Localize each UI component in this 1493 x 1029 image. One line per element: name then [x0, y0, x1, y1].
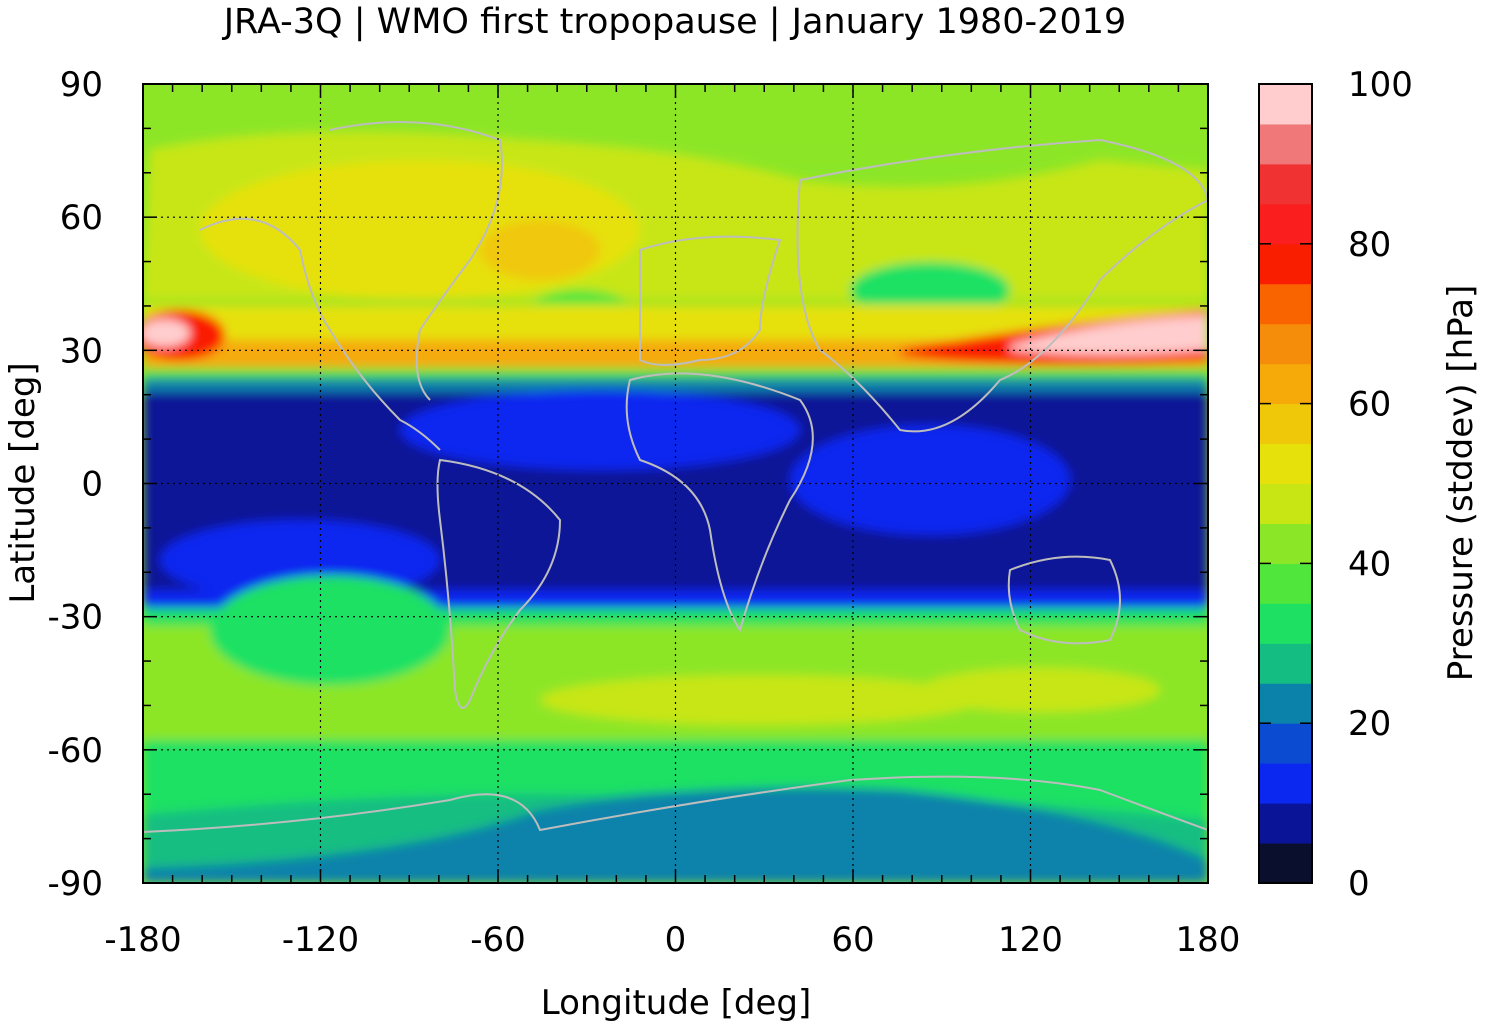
- colorbar-tick-label: 0: [1348, 864, 1370, 904]
- y-tick-label: -90: [47, 864, 103, 904]
- south-pacific-min: [210, 575, 450, 685]
- colorbar-band: [1259, 563, 1312, 604]
- colorbar-band: [1259, 643, 1312, 684]
- x-tick-label: -60: [470, 920, 526, 960]
- colorbar-tick-label: 60: [1348, 385, 1391, 425]
- colorbar-band: [1259, 123, 1312, 165]
- x-tick-label: -120: [282, 920, 359, 960]
- north-atlantic-core: [480, 220, 600, 280]
- atlantic-high: [400, 390, 800, 470]
- y-tick-label: 30: [60, 331, 103, 371]
- africa: [625, 372, 814, 633]
- colorbar-band: [1259, 483, 1312, 524]
- chart-title: JRA-3Q | WMO first tropopause | January …: [223, 2, 1127, 42]
- x-tick-label: 60: [831, 920, 874, 960]
- x-axis-label: Longitude [deg]: [541, 983, 812, 1023]
- colorbar-label: Pressure (stddev) [hPa]: [1441, 285, 1481, 681]
- transition-north-blue: [143, 378, 1208, 396]
- colorbar-band: [1259, 523, 1312, 564]
- antarctica: [143, 775, 1208, 833]
- colorbar-frame: [1258, 83, 1313, 884]
- colorbar-band: [1259, 683, 1312, 724]
- south-america: [436, 458, 562, 709]
- australia: [1007, 555, 1121, 645]
- pacific-jet-left-core: [143, 319, 190, 347]
- y-tick-label: 0: [81, 465, 103, 505]
- x-tick-label: 180: [1176, 920, 1241, 960]
- colorbar-band: [1259, 443, 1312, 484]
- colorbar-band: [1259, 203, 1312, 245]
- colorbar-band: [1259, 323, 1312, 365]
- colorbar-band: [1259, 283, 1312, 325]
- south-indian-max: [540, 675, 980, 725]
- x-axis: -180 -120 -60 0 60 120 180: [104, 84, 1240, 960]
- x-tick-label: -180: [104, 920, 181, 960]
- indian-ocean-high: [790, 425, 1070, 535]
- colorbar-band: [1259, 363, 1312, 405]
- y-tick-label: 90: [60, 65, 103, 105]
- colorbar-band: [1259, 763, 1312, 804]
- x-tick-label: 0: [665, 920, 687, 960]
- colorbar-band: [1259, 84, 1312, 125]
- colorbar-band: [1259, 843, 1312, 884]
- south-australia-max: [920, 668, 1160, 712]
- north-america-east-coast: [329, 121, 503, 401]
- colorbar-band: [1259, 243, 1312, 285]
- north-america-west-coast: [199, 217, 441, 451]
- europe: [639, 235, 782, 366]
- y-axis: 90 60 30 0 -30 -60 -90: [47, 65, 1208, 904]
- colorbar-tick-label: 100: [1348, 65, 1413, 105]
- east-asian-jet-core: [1010, 315, 1208, 355]
- colorbar-tick-label: 20: [1348, 704, 1391, 744]
- y-axis-label: Latitude [deg]: [3, 362, 43, 603]
- x-tick-label: 120: [998, 920, 1063, 960]
- y-tick-label: -60: [47, 731, 103, 771]
- asia: [796, 138, 1208, 433]
- colorbar-band: [1259, 163, 1312, 205]
- grid-lines: [143, 84, 1208, 883]
- y-tick-label: -30: [47, 598, 103, 638]
- colorbar-band: [1259, 723, 1312, 764]
- colorbar-band: [1259, 403, 1312, 445]
- colorbar-band: [1259, 603, 1312, 644]
- central-asia-min: [850, 262, 1010, 318]
- colorbar-tick-label: 40: [1348, 544, 1391, 584]
- colorbar-tick-label: 80: [1348, 225, 1391, 265]
- colorbar-band: [1259, 803, 1312, 844]
- coastlines: [143, 121, 1208, 833]
- colorbar: [1259, 84, 1312, 884]
- y-tick-label: 60: [60, 198, 103, 238]
- colorbar-ticks: 100 80 60 40 20 0: [1259, 65, 1413, 904]
